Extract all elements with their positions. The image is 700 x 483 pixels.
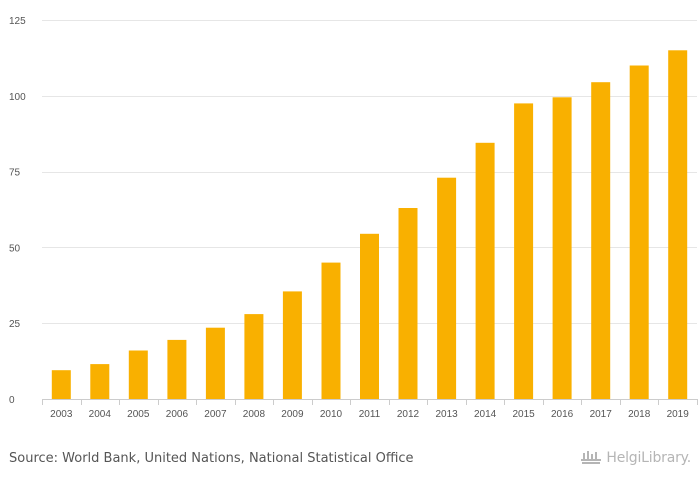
brand-name: HelgiLibrary. — [606, 450, 691, 466]
bar-2007[interactable] — [205, 327, 225, 399]
y-tick-label: 50 — [9, 243, 21, 254]
bar-2010[interactable] — [321, 262, 341, 399]
y-tick-label: 100 — [9, 92, 26, 103]
y-tick-label: 25 — [9, 319, 21, 330]
x-axis-ticks: 2003 2004 2005 2006 2007 2008 2009 2010 2011 2012… — [50, 409, 689, 420]
x-tick-label: 2010 — [320, 409, 343, 420]
x-tick-label: 2006 — [166, 409, 189, 420]
bar-2012[interactable] — [398, 208, 418, 399]
bars — [51, 50, 688, 400]
y-tick-label: 125 — [9, 16, 26, 27]
x-tick-label: 2005 — [127, 409, 150, 420]
x-tick-label: 2016 — [551, 409, 574, 420]
bar-2013[interactable] — [437, 177, 457, 399]
x-tick-label: 2011 — [359, 409, 381, 420]
x-tick-label: 2012 — [397, 409, 420, 420]
bar-2004[interactable] — [90, 364, 110, 399]
bar-2005[interactable] — [128, 350, 148, 400]
x-tick-label: 2015 — [512, 409, 535, 420]
x-tick-label: 2009 — [281, 409, 304, 420]
x-tick-label: 2003 — [50, 409, 73, 420]
bar-2006[interactable] — [167, 339, 187, 399]
bar-2008[interactable] — [244, 314, 264, 399]
y-axis-ticks: 0 25 50 75 100 125 — [9, 16, 26, 406]
x-tick-label: 2004 — [89, 409, 112, 420]
y-tick-label: 75 — [9, 168, 21, 179]
bar-2015[interactable] — [514, 103, 534, 400]
x-tick-label: 2013 — [435, 409, 458, 420]
bar-2014[interactable] — [475, 142, 495, 400]
x-tick-label: 2008 — [243, 409, 266, 420]
brand-logo[interactable]: HelgiLibrary. — [580, 450, 691, 466]
bar-2019[interactable] — [668, 50, 688, 400]
x-tick-label: 2019 — [667, 409, 690, 420]
helgi-library-logo-icon — [581, 451, 602, 464]
x-tick-label: 2017 — [590, 409, 613, 420]
x-tick-label: 2014 — [474, 409, 497, 420]
x-axis — [42, 399, 698, 405]
x-tick-label: 2018 — [628, 409, 651, 420]
bar-2011[interactable] — [360, 233, 379, 399]
source-note: Source: World Bank, United Nations, Nati… — [9, 451, 414, 466]
gridlines — [42, 20, 697, 324]
y-tick-label: 0 — [9, 395, 15, 406]
bar-2018[interactable] — [629, 65, 649, 400]
bar-2016[interactable] — [552, 97, 572, 400]
bar-2017[interactable] — [591, 82, 611, 399]
bar-2003[interactable] — [51, 370, 71, 399]
x-tick-label: 2007 — [204, 409, 227, 420]
bar-2009[interactable] — [282, 291, 302, 399]
